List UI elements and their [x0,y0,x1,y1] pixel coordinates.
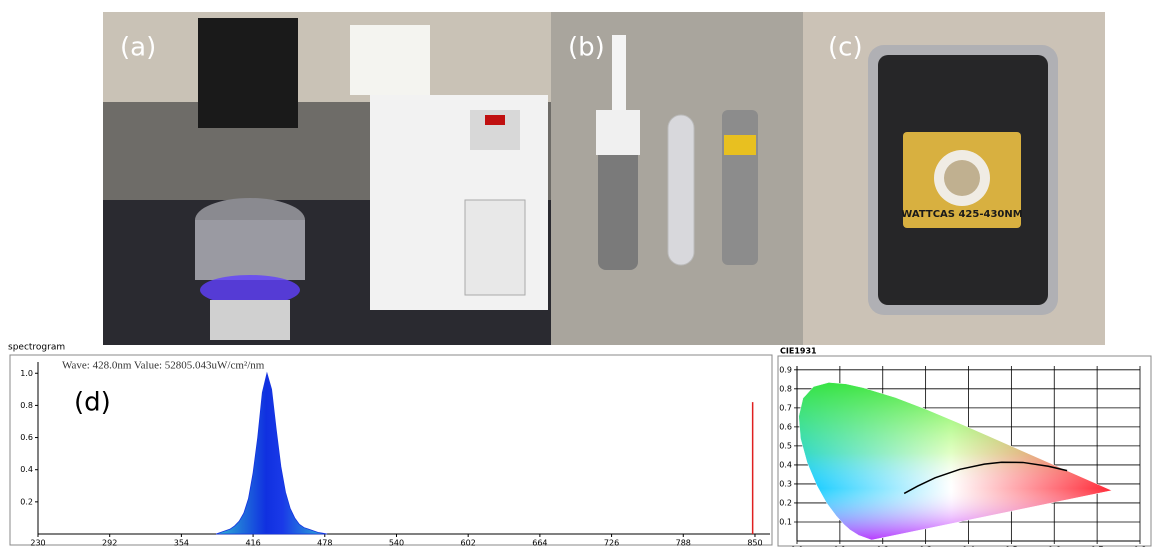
chart-title: CIE1931 [780,347,817,356]
y-tick-label: 0.8 [20,401,33,410]
y-tick-label: 0.5 [779,441,792,450]
y-tick-label: 0.6 [20,433,33,442]
x-tick-label: 230 [30,539,45,548]
y-tick-label: 0.2 [779,498,792,507]
y-tick-label: 0.7 [779,403,792,412]
panel-label: (a) [120,33,156,63]
x-tick-label: 540 [389,539,404,548]
x-tick-label: 416 [245,539,260,548]
x-tick-label: 726 [604,539,619,548]
y-tick-label: 0.9 [779,365,792,374]
y-tick-label: 0.4 [779,460,792,469]
y-tick-label: 0.3 [779,479,792,488]
y-tick-label: 1.0 [20,369,33,378]
x-tick-label: 602 [461,539,476,548]
panel-label: (c) [828,33,863,63]
y-tick-label: 0.6 [779,422,792,431]
panel-label: (d) [74,388,111,418]
panel-label: (b) [568,33,605,63]
annotation: Wave: 428.0nm Value: 52805.043uW/cm²/nm [62,360,265,372]
y-tick-label: 0.2 [20,497,33,506]
y-tick-label: 0.1 [779,517,792,526]
photo-a [103,12,551,345]
x-tick-label: 788 [676,539,691,548]
x-tick-label: 478 [317,539,332,548]
x-tick-label: 850 [747,539,762,548]
x-tick-label: 664 [532,539,547,548]
x-tick-label: 354 [174,539,189,548]
figure: WATTCAS 425-430NM (a) (b) (c) spectrogra… [0,0,1152,547]
y-tick-label: 0.4 [20,465,33,474]
page: WATTCAS 425-430NM (a) (b) (c) spectrogra… [0,0,1152,547]
chip-text: WATTCAS 425-430NM [901,209,1022,220]
x-tick-label: 292 [102,539,117,548]
plot-frame [10,355,772,545]
y-tick-label: 0.8 [779,384,792,393]
chart-title: spectrogram [8,343,65,353]
